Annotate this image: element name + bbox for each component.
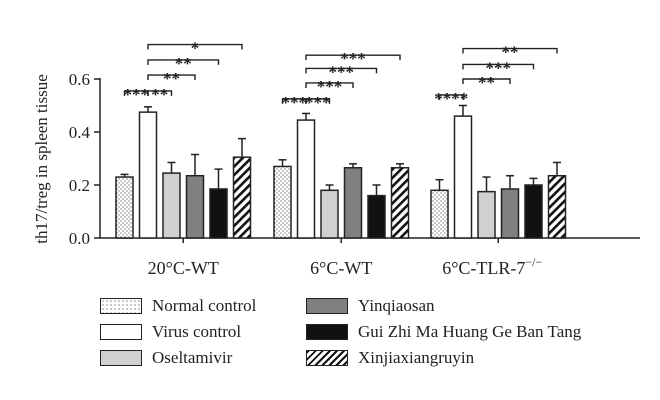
legend-item-virus-control: Virus control [100, 322, 241, 342]
x-group-label: 6°C-TLR-7−/− [442, 255, 542, 278]
bar [547, 174, 567, 239]
significance-label: ** [502, 43, 519, 62]
legend-swatch-dots [100, 298, 142, 314]
legend-swatch-white [100, 324, 142, 340]
bar [367, 194, 386, 239]
x-group-label-base: 6°C-TLR-7 [442, 258, 525, 278]
bar [115, 176, 134, 239]
significance-bracket [147, 90, 173, 96]
legend-swatch-lightgray [100, 350, 142, 366]
bar [273, 165, 292, 239]
legend-label: Normal control [152, 296, 257, 315]
significance-label: *** [305, 93, 331, 112]
legend-label: Xinjiaxiangruyin [358, 348, 475, 367]
significance-bracket [305, 54, 401, 61]
bar [138, 111, 158, 239]
significance-bracket [305, 82, 354, 88]
significance-label: *** [124, 85, 150, 104]
significance-label: ** [175, 54, 192, 73]
bar [524, 184, 543, 239]
bar [477, 190, 496, 239]
bar [209, 188, 228, 239]
significance-label: * [191, 39, 200, 58]
bar [430, 189, 449, 239]
significance-bracket [305, 67, 378, 74]
significance-label: ** [478, 73, 495, 92]
significance-bracket [147, 74, 196, 81]
significance-label: **** [434, 89, 468, 108]
y-tick-label: 0.6 [69, 70, 90, 89]
legend-item-yinqiaosan: Yinqiaosan [306, 296, 435, 316]
significance-bracket [462, 78, 511, 84]
legend-label: Oseltamivir [152, 348, 233, 367]
bar [390, 167, 410, 239]
significance-bracket [438, 94, 464, 100]
y-tick-label: 0.2 [69, 176, 90, 195]
significance-label: *** [340, 49, 366, 68]
y-tick-label: 0.0 [69, 229, 90, 248]
bar [185, 174, 205, 239]
significance-bracket [305, 98, 331, 104]
significance-bracket [147, 59, 220, 65]
legend: Normal control Virus control Oseltamivir… [100, 296, 660, 396]
significance-label: ** [151, 85, 168, 104]
legend-swatch-gray [306, 298, 348, 314]
legend-label: Gui Zhi Ma Huang Ge Ban Tang [358, 322, 582, 341]
x-group-label: 6°C-WT [310, 258, 372, 278]
bar [343, 167, 363, 239]
bar [500, 188, 520, 239]
legend-swatch-hatch [306, 350, 348, 366]
significance-label: *** [317, 77, 343, 96]
bar [320, 189, 339, 239]
y-axis-label: th17/treg in spleen tissue [32, 74, 51, 244]
legend-label: Virus control [152, 322, 242, 341]
significance-label: *** [282, 93, 308, 112]
bar [296, 119, 316, 239]
significance-bracket [147, 43, 243, 50]
x-group-label-sup: −/− [525, 255, 542, 269]
legend-item-normal-control: Normal control [100, 296, 256, 316]
x-group-label: 20°C-WT [148, 258, 219, 278]
significance-label: ** [163, 69, 180, 88]
legend-item-oseltamivir: Oseltamivir [100, 348, 232, 368]
legend-swatch-black [306, 324, 348, 340]
significance-label: *** [486, 58, 512, 77]
significance-bracket [462, 63, 535, 70]
legend-label: Yinqiaosan [358, 296, 435, 315]
bar [162, 172, 181, 239]
significance-bracket [462, 47, 558, 54]
y-tick-label: 0.4 [69, 123, 91, 142]
legend-item-xinjiaxiangruyin: Xinjiaxiangruyin [306, 348, 474, 368]
significance-label: *** [329, 62, 355, 81]
bar [232, 156, 252, 239]
bar [453, 115, 473, 239]
legend-item-gui-zhi: Gui Zhi Ma Huang Ge Ban Tang [306, 322, 581, 342]
